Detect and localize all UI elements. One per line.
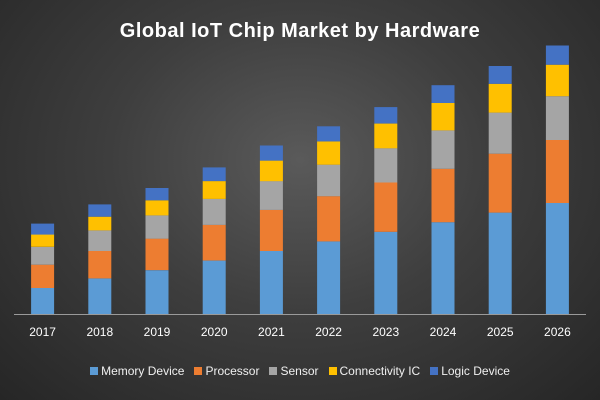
bar-segment-connectivity-ic-2026 — [545, 64, 569, 97]
bar-segment-logic-device-2025 — [488, 66, 512, 84]
bar-segment-memory-device-2022 — [317, 241, 341, 314]
bar-segment-sensor-2017 — [31, 246, 55, 265]
legend-item: Memory Device — [90, 364, 184, 378]
bar-segment-sensor-2020 — [202, 198, 226, 225]
bar-segment-memory-device-2025 — [488, 212, 512, 314]
bar-segment-sensor-2024 — [431, 130, 455, 169]
bar-segment-processor-2021 — [259, 209, 283, 251]
legend: Memory Device Processor Sensor Connectivity… — [0, 364, 600, 378]
legend-label: Memory Device — [101, 364, 185, 378]
legend-label: Logic Device — [441, 364, 510, 378]
bar-segment-memory-device-2026 — [545, 203, 569, 314]
bar-segment-logic-device-2026 — [545, 45, 569, 65]
bar-segment-connectivity-ic-2022 — [317, 141, 341, 165]
bar-segment-logic-device-2023 — [374, 107, 398, 124]
bar-segment-connectivity-ic-2020 — [202, 181, 226, 199]
bar-segment-memory-device-2018 — [88, 278, 112, 314]
bar-segment-memory-device-2020 — [202, 260, 226, 314]
bar-segment-sensor-2022 — [317, 164, 341, 197]
bar-segment-memory-device-2017 — [31, 288, 55, 314]
bar-segment-processor-2017 — [31, 264, 55, 288]
legend-swatch — [90, 367, 99, 375]
legend-item: Processor — [194, 364, 259, 378]
bar-segment-connectivity-ic-2021 — [259, 160, 283, 182]
bar-segment-logic-device-2024 — [431, 85, 455, 103]
legend-item: Sensor — [269, 364, 319, 378]
bar-segment-memory-device-2023 — [374, 231, 398, 314]
bar-segment-sensor-2019 — [145, 215, 169, 239]
bar-segment-logic-device-2022 — [317, 126, 341, 142]
bar-segment-memory-device-2021 — [259, 251, 283, 314]
x-tick-label: 2026 — [544, 325, 571, 339]
bar-segment-processor-2024 — [431, 168, 455, 223]
bar-segment-processor-2018 — [88, 251, 112, 279]
legend-swatch — [328, 367, 337, 375]
x-tick-label: 2017 — [29, 325, 56, 339]
bar-segment-logic-device-2020 — [202, 167, 226, 182]
bar-segment-processor-2020 — [202, 224, 226, 261]
x-tick-label: 2018 — [86, 325, 113, 339]
bar-segment-connectivity-ic-2019 — [145, 200, 169, 216]
bar-segment-connectivity-ic-2023 — [374, 123, 398, 149]
bar-segment-sensor-2018 — [88, 230, 112, 251]
bar-segment-sensor-2026 — [545, 96, 569, 140]
legend-label: Connectivity IC — [339, 364, 421, 378]
legend-swatch — [430, 367, 439, 375]
x-tick-label: 2023 — [372, 325, 399, 339]
x-tick-label: 2025 — [487, 325, 514, 339]
bar-segment-logic-device-2017 — [31, 223, 55, 235]
bar-segment-connectivity-ic-2024 — [431, 103, 455, 131]
legend-label: Processor — [205, 364, 260, 378]
legend-label: Sensor — [280, 364, 319, 378]
x-tick-label: 2022 — [315, 325, 342, 339]
bar-segment-connectivity-ic-2025 — [488, 83, 512, 113]
bar-segment-processor-2026 — [545, 140, 569, 203]
x-tick-label: 2019 — [144, 325, 171, 339]
bar-segment-logic-device-2018 — [88, 204, 112, 217]
bar-segment-connectivity-ic-2018 — [88, 216, 112, 231]
bar-segment-logic-device-2021 — [259, 145, 283, 161]
bar-segment-sensor-2023 — [374, 148, 398, 183]
x-tick-label: 2020 — [201, 325, 228, 339]
legend-swatch — [269, 367, 278, 375]
legend-item: Connectivity IC — [328, 364, 421, 378]
bar-segment-connectivity-ic-2017 — [31, 234, 55, 247]
bar-segment-processor-2025 — [488, 153, 512, 213]
x-tick-label: 2024 — [430, 325, 457, 339]
bar-segment-processor-2019 — [145, 238, 169, 271]
legend-item: Logic Device — [430, 364, 510, 378]
bar-segment-sensor-2025 — [488, 112, 512, 154]
bar-segment-processor-2023 — [374, 182, 398, 232]
chart-title: Global IoT Chip Market by Hardware — [119, 20, 481, 42]
bar-segment-logic-device-2019 — [145, 188, 169, 201]
x-tick-label: 2021 — [258, 325, 285, 339]
bar-segment-sensor-2021 — [259, 181, 283, 210]
bar-segment-memory-device-2024 — [431, 222, 455, 314]
legend-swatch — [194, 367, 203, 375]
bar-segment-memory-device-2019 — [145, 270, 169, 314]
bar-segment-processor-2022 — [317, 196, 341, 242]
